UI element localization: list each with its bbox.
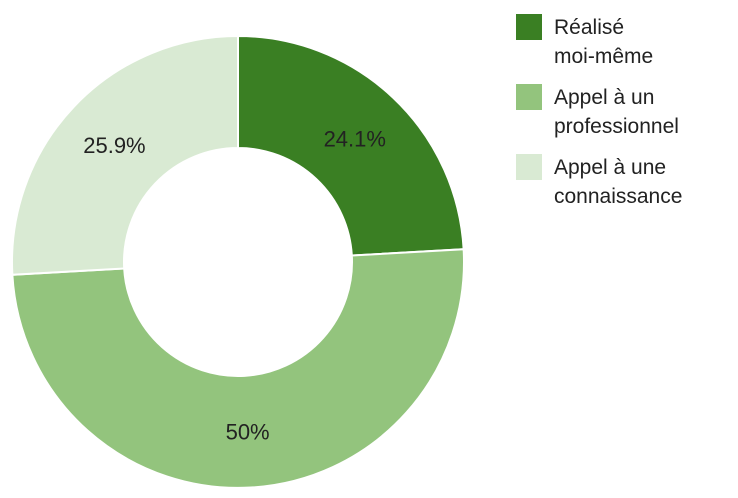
legend-label-3-line-1: Appel à une xyxy=(554,156,666,179)
slice-label-3: 25.9% xyxy=(83,133,145,158)
legend-label-2-line-2: professionnel xyxy=(554,115,679,138)
donut-slice-2 xyxy=(11,248,465,489)
slice-labels: 24.1% 50% 25.9% xyxy=(83,126,386,444)
legend-label-1-line-2: moi-même xyxy=(554,45,653,68)
donut-slices xyxy=(11,34,465,489)
legend-label-1-line-1: Réalisé xyxy=(554,16,624,39)
legend-swatch-1 xyxy=(516,14,542,40)
slice-label-1: 24.1% xyxy=(324,126,386,151)
slice-label-2: 50% xyxy=(226,420,270,445)
donut-slice-3 xyxy=(11,34,239,276)
legend-label-3-line-2: connaissance xyxy=(554,185,682,208)
legend: Réalisé moi-même Appel à un professionnel Ap… xyxy=(516,14,682,208)
legend-label-2-line-1: Appel à un xyxy=(554,86,654,109)
legend-swatch-2 xyxy=(516,84,542,110)
legend-swatch-3 xyxy=(516,154,542,180)
donut-slice-1 xyxy=(237,34,465,257)
